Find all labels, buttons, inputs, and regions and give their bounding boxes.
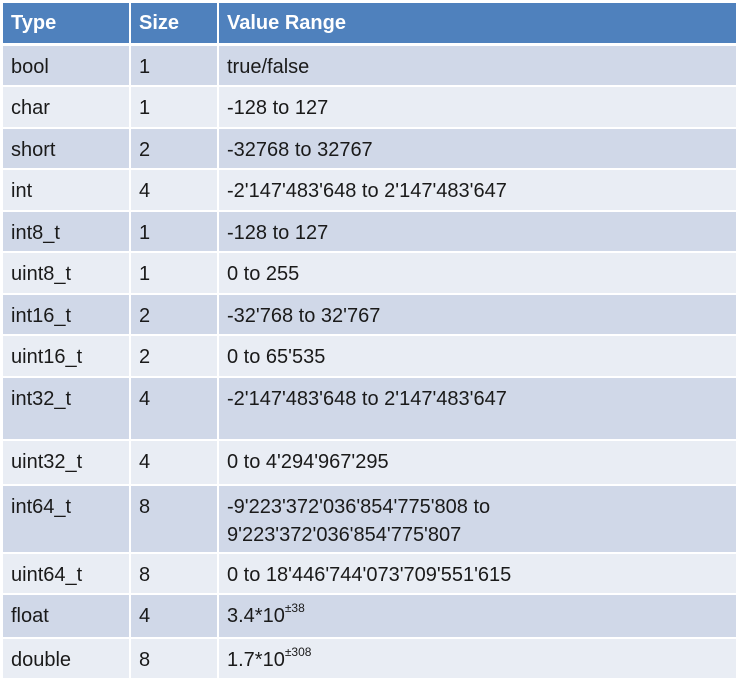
cell-size: 8 — [130, 552, 219, 595]
table-row: int64_t 8 -9'223'372'036'854'775'808 to … — [3, 484, 736, 554]
range-exponent: ±38 — [284, 600, 305, 615]
cell-type: int32_t — [3, 376, 131, 441]
table-row: uint64_t 8 0 to 18'446'744'073'709'551'6… — [3, 552, 736, 595]
cell-size: 1 — [130, 44, 219, 87]
cell-type: bool — [3, 44, 131, 87]
cell-size: 2 — [130, 127, 219, 170]
table-row: int8_t 1 -128 to 127 — [3, 210, 736, 253]
range-line-1: -9'223'372'036'854'775'808 to — [227, 495, 491, 518]
cell-type: char — [3, 85, 131, 129]
cell-range: -9'223'372'036'854'775'808 to 9'223'372'… — [218, 484, 736, 554]
cell-size: 2 — [130, 293, 219, 336]
table-row: float 4 3.4*10±38 — [3, 593, 736, 639]
header-type: Type — [3, 3, 131, 46]
cell-range: -128 to 127 — [218, 85, 736, 129]
cell-type: int16_t — [3, 293, 131, 336]
range-mantissa: 3.4*10 — [227, 604, 285, 627]
cell-range: -32768 to 32767 — [218, 127, 736, 170]
cell-size: 4 — [130, 439, 219, 486]
table-row: uint8_t 1 0 to 255 — [3, 251, 736, 295]
header-size: Size — [130, 3, 219, 46]
cell-size: 4 — [130, 168, 219, 212]
table-row: double 8 1.7*10±308 — [3, 637, 736, 680]
range-exponent: ±308 — [284, 644, 312, 659]
cell-range: 0 to 4'294'967'295 — [218, 439, 736, 486]
cell-range: -2'147'483'648 to 2'147'483'647 — [218, 168, 736, 212]
table-row: uint32_t 4 0 to 4'294'967'295 — [3, 439, 736, 486]
table-row: int16_t 2 -32'768 to 32'767 — [3, 293, 736, 336]
range-mantissa: 1.7*10 — [227, 648, 285, 671]
cell-type: uint16_t — [3, 334, 131, 378]
table-row: uint16_t 2 0 to 65'535 — [3, 334, 736, 378]
cell-range: -32'768 to 32'767 — [218, 293, 736, 336]
table-row: int 4 -2'147'483'648 to 2'147'483'647 — [3, 168, 736, 212]
cell-type: uint8_t — [3, 251, 131, 295]
cell-type: uint32_t — [3, 439, 131, 486]
cell-type: int — [3, 168, 131, 212]
cell-type: int8_t — [3, 210, 131, 253]
cell-size: 8 — [130, 484, 219, 554]
cell-range: true/false — [218, 44, 736, 87]
cell-type: float — [3, 593, 131, 639]
range-line-2: 9'223'372'036'854'775'807 — [227, 523, 462, 546]
table-row: int32_t 4 -2'147'483'648 to 2'147'483'64… — [3, 376, 736, 441]
table-header-row: Type Size Value Range — [3, 3, 736, 46]
table-row: char 1 -128 to 127 — [3, 85, 736, 129]
cell-size: 2 — [130, 334, 219, 378]
cell-range: -128 to 127 — [218, 210, 736, 253]
cell-range: 3.4*10±38 — [218, 593, 736, 639]
cell-type: short — [3, 127, 131, 170]
cell-range: -2'147'483'648 to 2'147'483'647 — [218, 376, 736, 441]
cell-size: 4 — [130, 593, 219, 639]
cell-size: 1 — [130, 210, 219, 253]
data-types-table: Type Size Value Range bool 1 true/false … — [3, 3, 736, 680]
cell-range: 0 to 255 — [218, 251, 736, 295]
cell-type: int64_t — [3, 484, 131, 554]
cell-type: uint64_t — [3, 552, 131, 595]
header-value-range: Value Range — [218, 3, 736, 46]
cell-range: 0 to 18'446'744'073'709'551'615 — [218, 552, 736, 595]
cell-size: 1 — [130, 85, 219, 129]
table-row: bool 1 true/false — [3, 44, 736, 87]
cell-size: 4 — [130, 376, 219, 441]
data-types-table-container: Type Size Value Range bool 1 true/false … — [3, 3, 736, 680]
cell-size: 8 — [130, 637, 219, 680]
cell-range: 1.7*10±308 — [218, 637, 736, 680]
cell-type: double — [3, 637, 131, 680]
cell-range: 0 to 65'535 — [218, 334, 736, 378]
cell-size: 1 — [130, 251, 219, 295]
table-row: short 2 -32768 to 32767 — [3, 127, 736, 170]
